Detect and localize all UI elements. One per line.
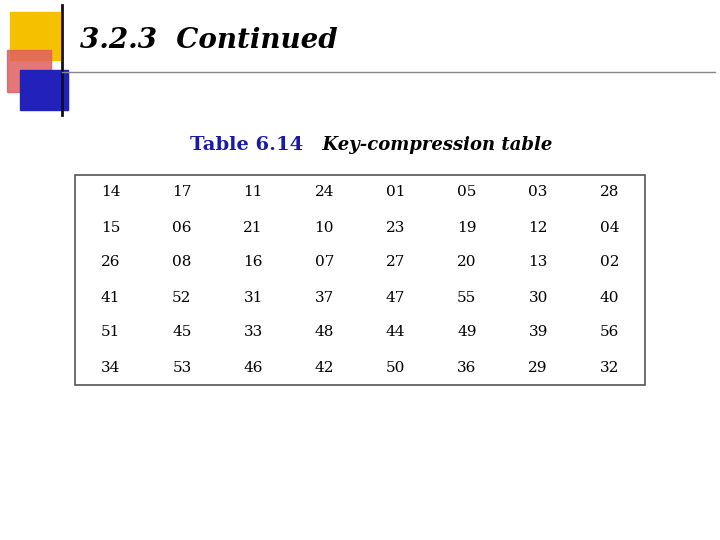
Text: 33: 33 [243, 326, 263, 340]
Text: 46: 46 [243, 361, 263, 375]
Text: 28: 28 [600, 186, 619, 199]
Text: 56: 56 [600, 326, 619, 340]
Bar [75, 175, 645, 385]
Text: 14: 14 [101, 186, 120, 199]
Text: 42: 42 [315, 361, 334, 375]
Text: 01: 01 [386, 186, 405, 199]
Text: 06: 06 [172, 220, 192, 234]
Bar [20, 70, 68, 110]
Text: 26: 26 [101, 255, 120, 269]
Text: 21: 21 [243, 220, 263, 234]
Text: 10: 10 [315, 220, 334, 234]
Text: 32: 32 [600, 361, 619, 375]
Text: 53: 53 [172, 361, 192, 375]
Text: 04: 04 [600, 220, 619, 234]
Text: 05: 05 [457, 186, 477, 199]
Text: 13: 13 [528, 255, 548, 269]
Text: 30: 30 [528, 291, 548, 305]
Text: 36: 36 [457, 361, 477, 375]
Text: 52: 52 [172, 291, 192, 305]
Text: 48: 48 [315, 326, 334, 340]
Text: 07: 07 [315, 255, 334, 269]
Text: 44: 44 [386, 326, 405, 340]
Text: 02: 02 [600, 255, 619, 269]
Text: 40: 40 [600, 291, 619, 305]
Text: 45: 45 [172, 326, 192, 340]
Text: Table 6.14: Table 6.14 [190, 136, 303, 154]
Text: 51: 51 [101, 326, 120, 340]
Text: 39: 39 [528, 326, 548, 340]
Text: 08: 08 [172, 255, 192, 269]
Text: 50: 50 [386, 361, 405, 375]
Text: 19: 19 [457, 220, 477, 234]
Text: 34: 34 [101, 361, 120, 375]
Bar [10, 12, 62, 60]
Text: 23: 23 [386, 220, 405, 234]
Text: 16: 16 [243, 255, 263, 269]
Text: 20: 20 [457, 255, 477, 269]
Bar [7, 50, 51, 92]
Text: 29: 29 [528, 361, 548, 375]
Text: 24: 24 [315, 186, 334, 199]
Text: 55: 55 [457, 291, 477, 305]
Text: 03: 03 [528, 186, 548, 199]
Text: Key-compression table: Key-compression table [310, 136, 552, 154]
Text: 27: 27 [386, 255, 405, 269]
Text: 12: 12 [528, 220, 548, 234]
Text: 37: 37 [315, 291, 334, 305]
Text: 41: 41 [101, 291, 120, 305]
Text: 47: 47 [386, 291, 405, 305]
Text: 31: 31 [243, 291, 263, 305]
Text: 3.2.3  Continued: 3.2.3 Continued [80, 26, 338, 53]
Text: 11: 11 [243, 186, 263, 199]
Text: 49: 49 [457, 326, 477, 340]
Text: 15: 15 [101, 220, 120, 234]
Text: 17: 17 [172, 186, 192, 199]
